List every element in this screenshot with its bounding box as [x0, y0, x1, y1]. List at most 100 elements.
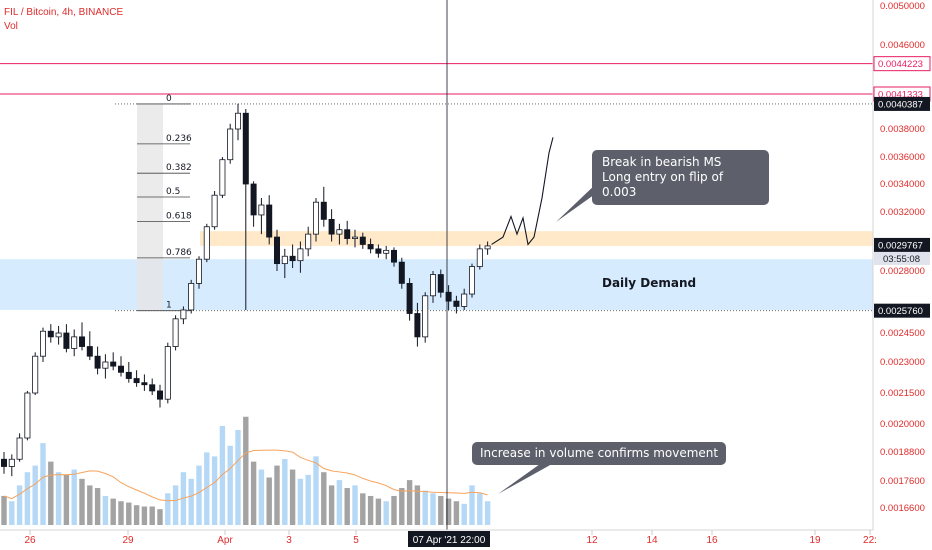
volume-bar [9, 501, 15, 525]
candle-up [40, 330, 47, 357]
candle-down [328, 218, 335, 235]
candle-up [219, 159, 226, 196]
fib-label-0.618: 0.618 [166, 212, 192, 222]
volume-callout-pointer [498, 464, 552, 494]
price-tick-0.0021500: 0.0021500 [880, 388, 925, 399]
volume-bar [250, 461, 257, 525]
volume-bar [266, 477, 272, 525]
volume-bar [383, 501, 389, 525]
volume-bar [94, 488, 101, 525]
volume-callout: Increase in volume confirms movement [472, 442, 727, 465]
time-label-5: 5 [353, 535, 359, 546]
price-tick-0.0018800: 0.0018800 [880, 447, 925, 458]
price-label-0.0029767: 0.0029767 [878, 240, 923, 251]
candle-down [79, 336, 86, 347]
candle-down [242, 112, 249, 185]
time-label-Apr: Apr [217, 535, 233, 546]
price-tick-0.0017600: 0.0017600 [880, 476, 925, 487]
break-callout-line1: Break in bearish MS [602, 155, 722, 169]
price-tick-0.0023000: 0.0023000 [880, 357, 925, 368]
volume-bar [48, 461, 54, 525]
candle-up [55, 332, 62, 338]
daily-demand-zone [0, 259, 873, 310]
volume-bar [126, 502, 132, 525]
volume-bar [219, 426, 226, 525]
price-tick-0.0032000: 0.0032000 [880, 207, 925, 218]
candle-up [203, 226, 210, 260]
candle-up [24, 392, 31, 439]
volume-bar [289, 469, 296, 525]
volume-bar [196, 465, 202, 525]
candle-up [297, 248, 304, 262]
time-label-19: 19 [809, 535, 821, 546]
volume-bar [438, 495, 444, 525]
candle-down [133, 378, 140, 384]
price-tick-0.0046000: 0.0046000 [880, 40, 925, 51]
fib-label-0.236: 0.236 [166, 134, 192, 144]
price-label-0.0041333: 0.0041333 [878, 90, 923, 101]
time-label-3: 3 [286, 535, 292, 546]
volume-bar [313, 456, 319, 525]
candle-up [195, 258, 202, 284]
volume-moving-average [3, 449, 488, 502]
symbol-title[interactable]: FIL / Bitcoin, 4h, BINANCE [4, 7, 124, 18]
volume-bar [282, 459, 288, 525]
countdown-box [874, 251, 930, 265]
candle-down [273, 236, 280, 265]
volume-bar [406, 480, 413, 525]
volume-bar [352, 485, 358, 525]
candle-down [414, 313, 421, 338]
candle-down [398, 261, 405, 284]
candle-down [390, 249, 397, 263]
candle-up [312, 201, 319, 235]
fib-shade [137, 103, 163, 311]
candle-up [351, 236, 358, 239]
volume-bar [399, 488, 405, 525]
time-label-16: 16 [706, 535, 718, 546]
candle-down [141, 382, 148, 386]
time-label-26: 26 [24, 535, 36, 546]
volume-bar [79, 478, 85, 525]
price-tick-0.0036000: 0.0036000 [880, 152, 925, 163]
candle-up [16, 437, 23, 460]
volume-bar [211, 456, 218, 525]
price-tick-0.0016600: 0.0016600 [880, 503, 925, 514]
volume-bar [149, 506, 155, 525]
time-label-22:: 22: [863, 535, 877, 546]
candle-down [320, 201, 327, 220]
volume-indicator-label[interactable]: Vol [4, 21, 18, 32]
candle-up [476, 248, 483, 267]
volume-bar [484, 501, 491, 525]
zones-layer [0, 231, 873, 310]
candle-down [250, 183, 257, 216]
candle-down [110, 361, 117, 367]
candles-layer [0, 103, 491, 477]
candle-down [437, 274, 444, 293]
candle-up [383, 249, 390, 254]
daily-demand-label: Daily Demand [602, 276, 697, 290]
volume-bar [24, 472, 31, 525]
candle-up [461, 293, 468, 307]
candle-down [118, 365, 125, 373]
candle-down [367, 244, 374, 250]
volume-bar [305, 474, 311, 525]
candle-down [445, 291, 452, 302]
candle-down [375, 248, 382, 254]
candle-up [211, 194, 218, 228]
volume-bar [243, 416, 249, 525]
candle-down [94, 355, 101, 369]
candle-up [102, 361, 109, 369]
price-label-box [874, 303, 930, 318]
fibonacci-layer: 0 0.236 0.382 0.5 0.618 0.786 1 [137, 94, 192, 312]
volume-bar [258, 469, 265, 525]
volume-bar [165, 493, 171, 525]
crosshair-time-box [408, 531, 490, 547]
candle-down [63, 332, 70, 349]
volume-bar [344, 488, 350, 525]
candle-up [180, 309, 187, 320]
volume-bar [422, 490, 428, 525]
fib-label-0: 0 [166, 94, 172, 104]
price-tick-0.0028000: 0.0028000 [880, 266, 925, 277]
volume-bar [87, 485, 93, 525]
